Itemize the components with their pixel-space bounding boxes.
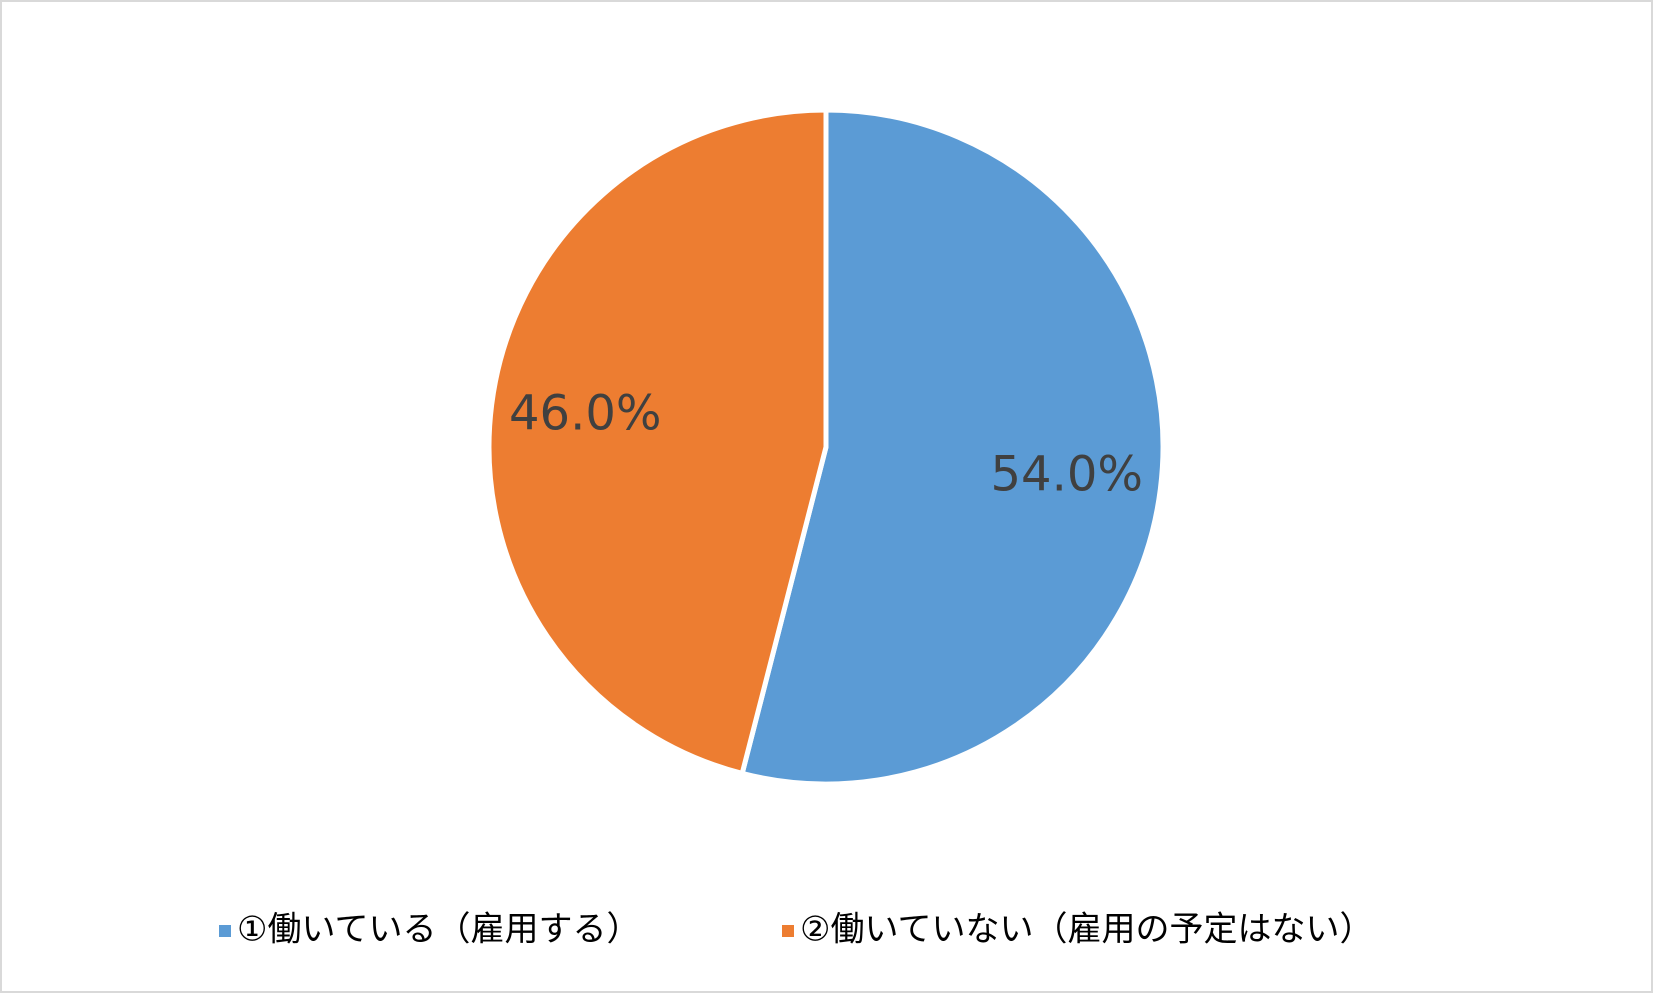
legend-label: ②働いていない（雇用の予定はない）: [800, 910, 1373, 950]
data-labels: 54.0% 46.0%: [509, 386, 1143, 503]
pie: [486, 107, 1166, 787]
value-label: 54.0%: [990, 446, 1142, 502]
legend-swatch: [782, 925, 794, 937]
legend-label: ①働いている（雇用する）: [237, 910, 640, 950]
pie-slice: [486, 107, 829, 776]
value-label: 46.0%: [509, 386, 661, 442]
legend: ①働いている（雇用する） ②働いていない（雇用の予定はない）: [219, 910, 1373, 950]
pie-slice: [739, 107, 1166, 787]
legend-swatch: [219, 925, 231, 937]
